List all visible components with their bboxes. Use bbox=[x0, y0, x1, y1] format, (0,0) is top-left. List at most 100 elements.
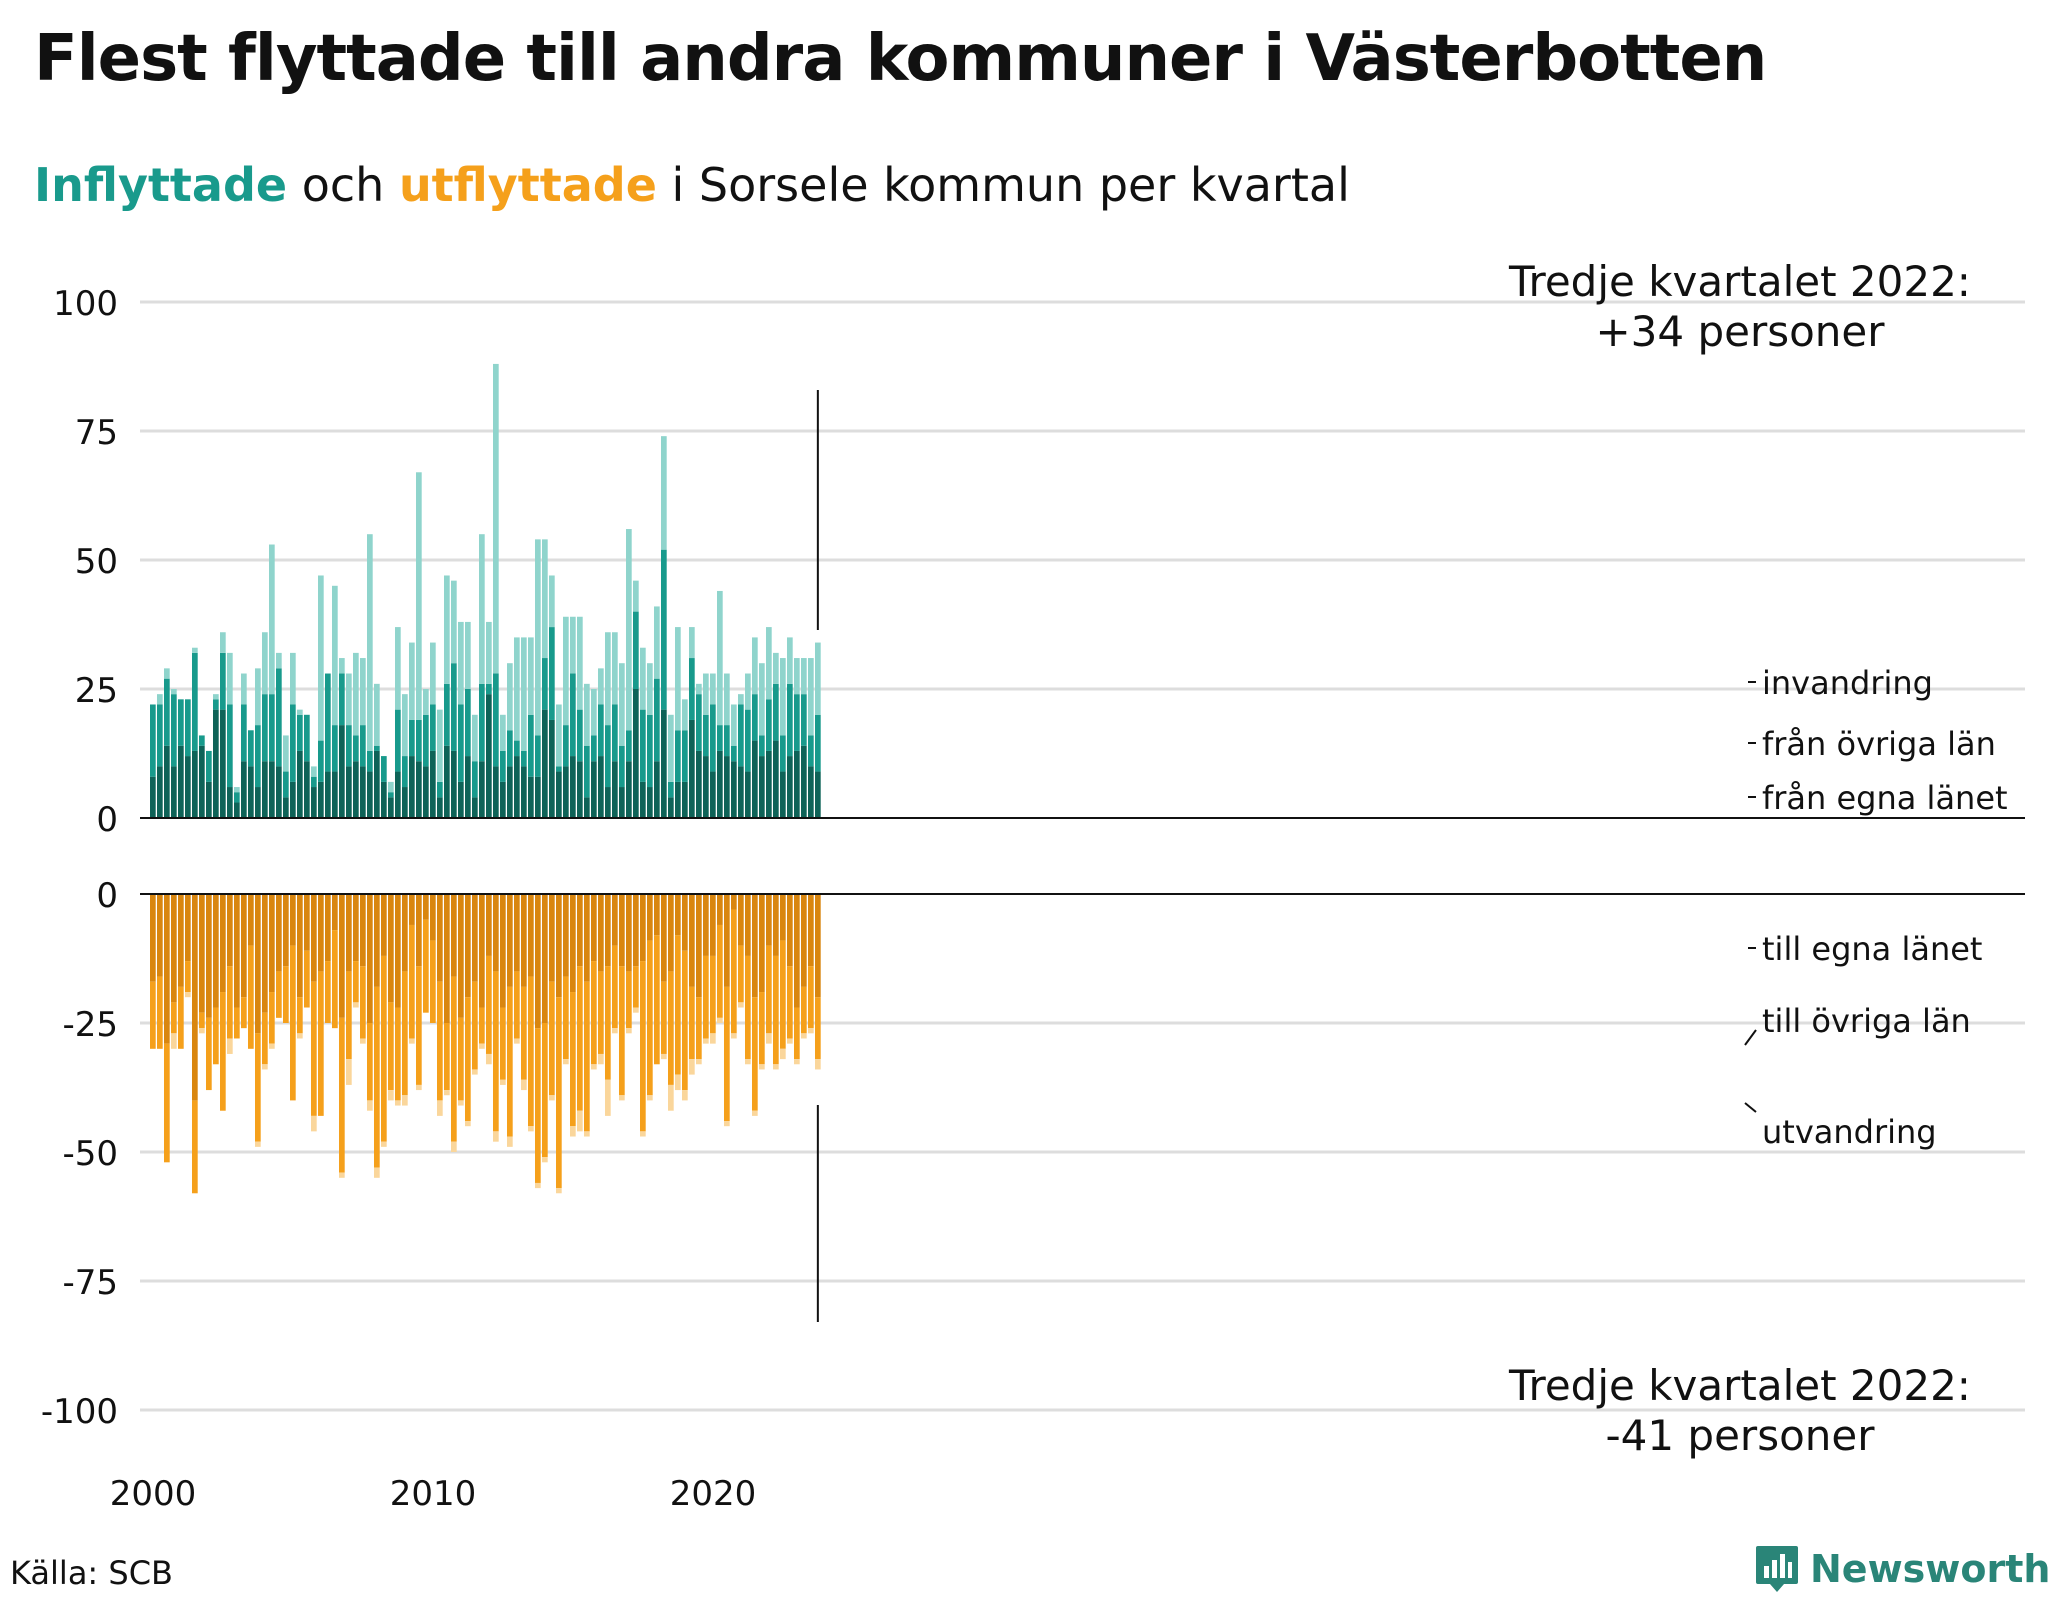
bar-out-1 bbox=[367, 1023, 373, 1101]
bar-out-1 bbox=[577, 966, 583, 1111]
bar-chart-icon bbox=[1756, 1546, 1798, 1592]
bar-out-0 bbox=[290, 894, 296, 946]
bar-out-0 bbox=[591, 894, 597, 962]
bar-in-1 bbox=[682, 730, 688, 782]
bar-out-1 bbox=[507, 986, 513, 1137]
subtitle-rest: i Sorsele kommun per kvartal bbox=[656, 158, 1350, 212]
bar-in-0 bbox=[801, 745, 807, 818]
bar-out-1 bbox=[563, 976, 569, 1060]
bar-out-2 bbox=[745, 1059, 751, 1065]
bar-in-1 bbox=[423, 714, 429, 767]
bar-out-0 bbox=[402, 894, 408, 972]
bar-in-2 bbox=[717, 590, 723, 726]
x-tick-label: 2010 bbox=[390, 1474, 477, 1514]
bar-out-1 bbox=[486, 955, 492, 1054]
bar-out-2 bbox=[269, 1043, 275, 1049]
bar-in-0 bbox=[689, 719, 695, 818]
bar-in-2 bbox=[339, 658, 345, 674]
series-label-in: från egna länet bbox=[1762, 779, 2008, 817]
bar-in-1 bbox=[808, 735, 814, 767]
bar-out-2 bbox=[794, 1059, 800, 1065]
bar-out-1 bbox=[395, 1007, 401, 1101]
bar-in-1 bbox=[577, 709, 583, 762]
bar-out-2 bbox=[346, 1059, 352, 1085]
bar-in-2 bbox=[367, 534, 373, 751]
bar-in-2 bbox=[612, 632, 618, 705]
bar-out-0 bbox=[507, 894, 513, 987]
bar-in-1 bbox=[437, 781, 443, 798]
bar-out-1 bbox=[514, 971, 520, 1039]
bar-out-2 bbox=[493, 1131, 499, 1142]
bar-out-2 bbox=[458, 1100, 464, 1106]
bar-in-0 bbox=[220, 709, 226, 818]
bar-out-2 bbox=[815, 1059, 821, 1070]
bar-out-1 bbox=[787, 966, 793, 1039]
bar-in-2 bbox=[661, 436, 667, 550]
bar-in-1 bbox=[227, 704, 233, 788]
bar-in-2 bbox=[430, 642, 436, 705]
bar-out-2 bbox=[451, 1141, 457, 1152]
bar-in-1 bbox=[752, 694, 758, 741]
bar-in-2 bbox=[570, 616, 576, 674]
bar-out-2 bbox=[185, 992, 191, 998]
bar-out-0 bbox=[542, 894, 548, 1023]
bar-out-0 bbox=[731, 894, 737, 910]
bar-in-0 bbox=[752, 740, 758, 818]
bar-in-2 bbox=[255, 668, 261, 726]
bar-in-1 bbox=[745, 709, 751, 772]
bar-out-1 bbox=[647, 940, 653, 1096]
bar-out-2 bbox=[171, 1033, 177, 1049]
bar-out-2 bbox=[549, 1095, 555, 1101]
bar-in-2 bbox=[668, 714, 674, 782]
bar-out-0 bbox=[318, 894, 324, 972]
bar-out-1 bbox=[598, 971, 604, 1054]
bar-in-0 bbox=[626, 761, 632, 818]
bar-out-0 bbox=[493, 894, 499, 972]
bar-in-2 bbox=[801, 658, 807, 695]
bar-in-2 bbox=[171, 689, 177, 695]
bar-out-1 bbox=[409, 924, 415, 1039]
bar-in-0 bbox=[745, 771, 751, 818]
bar-in-1 bbox=[556, 766, 562, 772]
bar-out-1 bbox=[640, 961, 646, 1132]
bar-in-1 bbox=[311, 776, 317, 788]
bar-in-2 bbox=[591, 689, 597, 736]
bar-in-0 bbox=[311, 787, 317, 818]
bar-in-0 bbox=[437, 797, 443, 818]
bar-in-2 bbox=[500, 714, 506, 751]
bar-in-0 bbox=[283, 797, 289, 818]
bar-out-2 bbox=[577, 1110, 583, 1132]
bar-in-2 bbox=[780, 658, 786, 736]
bar-in-0 bbox=[542, 709, 548, 818]
source-note: Källa: SCB bbox=[10, 1554, 173, 1592]
bar-out-0 bbox=[598, 894, 604, 972]
bar-in-1 bbox=[157, 704, 163, 767]
bar-out-2 bbox=[787, 1038, 793, 1044]
bar-in-2 bbox=[759, 663, 765, 736]
bar-out-2 bbox=[227, 1038, 233, 1054]
bar-out-0 bbox=[374, 894, 380, 987]
bar-out-0 bbox=[766, 894, 772, 946]
bar-out-0 bbox=[801, 894, 807, 987]
bar-out-1 bbox=[675, 935, 681, 1075]
bar-out-2 bbox=[500, 1079, 506, 1085]
bar-in-0 bbox=[297, 750, 303, 818]
bar-in-2 bbox=[479, 534, 485, 684]
bar-in-0 bbox=[451, 750, 457, 818]
bar-in-0 bbox=[269, 761, 275, 818]
bar-out-1 bbox=[549, 981, 555, 1096]
bar-out-1 bbox=[325, 961, 331, 1023]
bar-out-1 bbox=[388, 1002, 394, 1091]
bar-in-0 bbox=[213, 709, 219, 818]
bar-out-2 bbox=[682, 1090, 688, 1101]
bar-out-2 bbox=[416, 1084, 422, 1091]
bar-out-1 bbox=[269, 992, 275, 1044]
bar-out-0 bbox=[150, 894, 156, 982]
bar-out-1 bbox=[451, 976, 457, 1142]
annotation-top-line2: +34 personer bbox=[1595, 307, 1885, 356]
bar-in-0 bbox=[605, 787, 611, 818]
bar-in-1 bbox=[360, 725, 366, 767]
bar-out-1 bbox=[374, 986, 380, 1168]
bar-out-1 bbox=[717, 924, 723, 1018]
bar-in-1 bbox=[472, 761, 478, 798]
